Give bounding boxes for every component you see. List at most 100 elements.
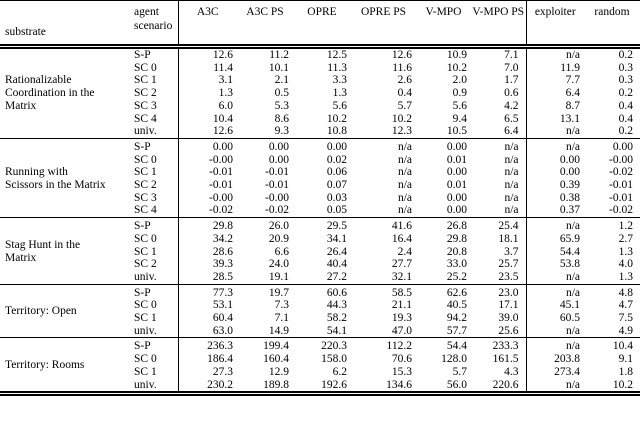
scenario-label: univ. bbox=[132, 270, 179, 285]
value-cell: 3.1 bbox=[218, 74, 233, 87]
header-random: random bbox=[584, 0, 640, 49]
scenario-label: univ. bbox=[132, 324, 179, 338]
value-cell: 4.3 bbox=[471, 365, 527, 379]
value-cell: 236.3 bbox=[178, 337, 237, 354]
value-cell: 15.3 bbox=[391, 365, 412, 378]
value-cell: 7.3 bbox=[274, 299, 289, 312]
value-cell: 0.01 bbox=[446, 153, 467, 166]
value-cell: -0.01 bbox=[609, 191, 633, 204]
table-row: univ. 63.0 14.9 54.1 47.0 57.7 25.6 n/a 4.9 bbox=[0, 324, 640, 338]
value-cell: n/a bbox=[397, 166, 412, 179]
value-cell: 0.00 bbox=[237, 137, 293, 154]
table-row: Rationalizable Coordination in the Matri… bbox=[0, 46, 640, 112]
value-cell: n/a bbox=[397, 204, 412, 217]
value-cell: 26.0 bbox=[237, 217, 293, 233]
value-cell: 0.4 bbox=[397, 87, 412, 100]
value-cell: 0.2 bbox=[618, 87, 633, 100]
value-cell: 7.5 bbox=[618, 312, 633, 325]
value-cell: 0.07 bbox=[326, 179, 347, 192]
results-table: substrate agent scenario A3C A3C PS OPRE… bbox=[0, 0, 640, 397]
value-cell: 5.3 bbox=[274, 99, 289, 112]
header-agent-scenario: agent scenario bbox=[132, 0, 179, 49]
value-cell: 0.4 bbox=[618, 112, 633, 125]
table-row: SC 0 34.2 20.9 34.1 16.4 29.8 18.1 65.9 2.7 bbox=[0, 232, 640, 246]
value-cell: 8.7 bbox=[565, 99, 580, 112]
value-cell: 0.05 bbox=[326, 204, 347, 217]
value-cell: 233.3 bbox=[471, 337, 527, 354]
value-cell: 44.3 bbox=[326, 299, 347, 312]
value-cell: 0.9 bbox=[452, 87, 467, 100]
value-cell: 11.3 bbox=[327, 61, 347, 74]
substrate-label: Territory: Open bbox=[0, 283, 132, 338]
scenario-label: SC 3 bbox=[132, 99, 179, 113]
value-cell: 9.4 bbox=[452, 112, 467, 125]
value-cell: 7.7 bbox=[565, 74, 580, 87]
value-cell: n/a bbox=[526, 137, 584, 154]
value-cell: 28.6 bbox=[212, 245, 233, 258]
value-cell: 11.6 bbox=[392, 61, 412, 74]
value-cell: 29.8 bbox=[178, 217, 237, 233]
scenario-label: SC 0 bbox=[132, 299, 179, 313]
value-cell: 16.4 bbox=[391, 232, 412, 245]
header-a3c: A3C bbox=[178, 0, 237, 49]
value-cell: 58.5 bbox=[351, 283, 416, 300]
value-cell: 0.37 bbox=[559, 204, 580, 217]
scenario-label: univ. bbox=[132, 378, 179, 394]
value-cell: 41.6 bbox=[351, 217, 416, 233]
value-cell: 17.1 bbox=[471, 299, 527, 313]
value-cell: n/a bbox=[471, 166, 527, 180]
value-cell: 11.2 bbox=[269, 49, 289, 61]
scenario-label: SC 0 bbox=[132, 153, 179, 167]
value-cell: 8.6 bbox=[274, 112, 289, 125]
value-cell: 7.1 bbox=[471, 46, 527, 62]
value-cell: 77.3 bbox=[178, 283, 237, 300]
value-cell: 2.0 bbox=[452, 74, 467, 87]
scenario-label: SC 2 bbox=[132, 258, 179, 271]
value-cell: 56.0 bbox=[446, 378, 467, 391]
value-cell: 5.7 bbox=[452, 365, 467, 378]
table-row: SC 0 53.1 7.3 44.3 21.1 40.5 17.1 45.1 4.7 bbox=[0, 299, 640, 313]
value-cell: 0.06 bbox=[326, 166, 347, 179]
value-cell: 0.2 bbox=[618, 49, 633, 61]
value-cell: 5.7 bbox=[397, 99, 412, 112]
value-cell: n/a bbox=[565, 49, 580, 61]
scenario-label: univ. bbox=[132, 125, 179, 139]
table-row: SC 1 -0.01 -0.01 0.06 n/a 0.00 n/a 0.00 -0.02 bbox=[0, 166, 640, 180]
value-cell: -0.00 bbox=[609, 153, 633, 166]
value-cell: 14.9 bbox=[268, 324, 289, 337]
value-cell: 220.6 bbox=[471, 378, 527, 394]
value-cell: 0.39 bbox=[559, 179, 580, 192]
value-cell: 7.1 bbox=[274, 312, 289, 325]
value-cell: 34.2 bbox=[212, 232, 233, 245]
value-cell: n/a bbox=[526, 217, 584, 233]
value-cell: 1.3 bbox=[218, 87, 233, 100]
value-cell: 160.4 bbox=[263, 353, 289, 366]
value-cell: n/a bbox=[471, 153, 527, 167]
header-opre-ps: OPRE PS bbox=[351, 0, 416, 49]
value-cell: n/a bbox=[526, 337, 584, 354]
scenario-label: SC 4 bbox=[132, 204, 179, 218]
value-cell: -0.00 bbox=[209, 153, 233, 166]
table-row: univ. 12.6 9.3 10.8 12.3 10.5 6.4 n/a 0.2 bbox=[0, 125, 640, 139]
value-cell: 58.2 bbox=[326, 312, 347, 325]
substrate-label: Stag Hunt in the Matrix bbox=[0, 217, 132, 285]
value-cell: 273.4 bbox=[554, 365, 580, 378]
table-row: SC 1 28.6 6.6 26.4 2.4 20.8 3.7 54.4 1.3 bbox=[0, 245, 640, 259]
value-cell: 1.8 bbox=[618, 365, 633, 378]
value-cell: 10.2 bbox=[446, 61, 467, 74]
value-cell: 161.5 bbox=[471, 353, 527, 366]
value-cell: 10.4 bbox=[584, 337, 640, 354]
value-cell: 0.03 bbox=[326, 191, 347, 204]
value-cell: 158.0 bbox=[321, 353, 347, 366]
value-cell: 1.3 bbox=[618, 270, 633, 283]
value-cell: 19.3 bbox=[391, 312, 412, 325]
scenario-label: S-P bbox=[132, 283, 179, 300]
table-row: SC 2 -0.01 -0.01 0.07 n/a 0.01 n/a 0.39 -0.01 bbox=[0, 179, 640, 192]
value-cell: -0.01 bbox=[209, 166, 233, 179]
value-cell: 94.2 bbox=[446, 312, 467, 325]
value-cell: 10.1 bbox=[268, 61, 289, 74]
value-cell: 40.4 bbox=[326, 258, 347, 271]
value-cell: 0.3 bbox=[618, 61, 633, 74]
value-cell: 25.7 bbox=[471, 258, 527, 271]
value-cell: 65.9 bbox=[559, 232, 580, 245]
